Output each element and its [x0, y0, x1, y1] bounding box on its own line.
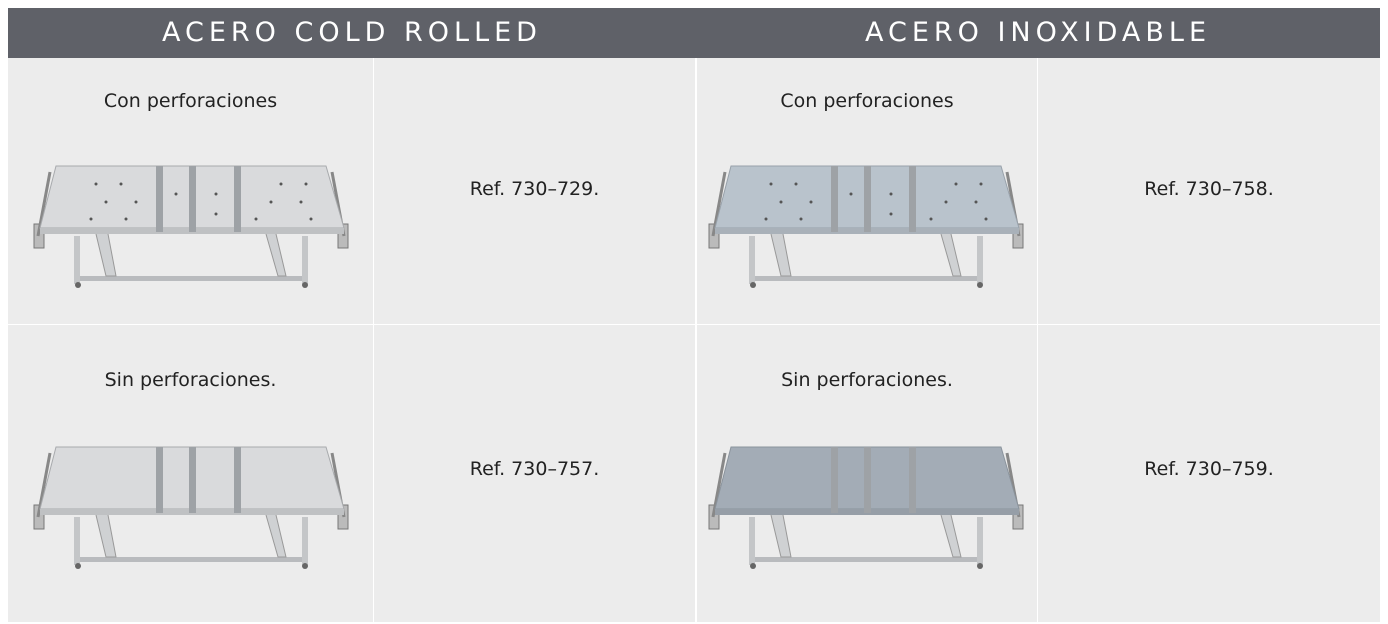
image-cell: Sin perforaciones. — [697, 325, 1037, 622]
header: ACERO INOXIDABLE — [696, 8, 1380, 58]
bed-image — [26, 164, 360, 294]
ref-cell: Ref. 730–757. — [374, 325, 695, 622]
bed-image — [701, 445, 1035, 575]
label: Sin perforaciones. — [104, 369, 277, 391]
ref-cell: Ref. 730–729. — [374, 58, 695, 324]
image-cell: Con perforaciones — [8, 58, 373, 324]
bed-image — [26, 445, 360, 575]
image-cell: Sin perforaciones. — [8, 325, 373, 622]
header: ACERO COLD ROLLED — [8, 8, 696, 58]
label: Sin perforaciones. — [781, 369, 953, 391]
label: Con perforaciones — [103, 90, 278, 112]
reference: Ref. 730–759. — [1144, 458, 1274, 480]
reference: Ref. 730–729. — [469, 178, 600, 200]
reference: Ref. 730–758. — [1144, 178, 1274, 200]
label: Con perforaciones — [780, 90, 954, 112]
bed-image — [701, 164, 1035, 294]
reference: Ref. 730–757. — [469, 458, 600, 480]
ref-cell: Ref. 730–759. — [1038, 325, 1380, 622]
image-cell: Con perforaciones — [697, 58, 1037, 324]
ref-cell: Ref. 730–758. — [1038, 58, 1380, 324]
